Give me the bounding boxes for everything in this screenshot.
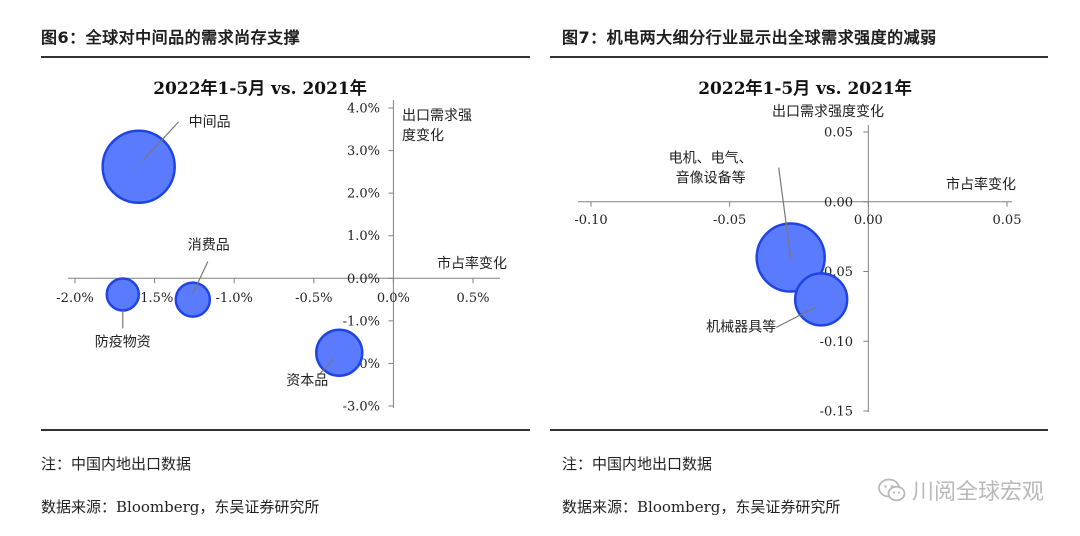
bubble xyxy=(174,281,212,318)
x-tick-label: -1.5% xyxy=(136,291,173,306)
chart-source: 数据来源：Bloomberg，东吴证券研究所 xyxy=(562,496,840,517)
chart-source: 数据来源：Bloomberg，东吴证券研究所 xyxy=(41,496,319,517)
chart-title: 2022年1-5月 vs. 2021年 xyxy=(153,78,367,99)
x-tick-label: -1.0% xyxy=(215,291,252,306)
chart-note: 注：中国内地出口数据 xyxy=(41,455,192,473)
left-figure-panel: 图6：全球对中间品的需求尚存支撑 2022年1-5月 vs. 2021年 -2.0… xyxy=(41,28,530,517)
x-axis-title: 市占率变化 xyxy=(437,255,507,272)
data-label: 电机、电气、 xyxy=(669,151,753,167)
x-tick-label: -0.05 xyxy=(713,213,746,228)
x-tick-label: 0.0% xyxy=(377,291,410,306)
data-label: 音像设备等 xyxy=(676,170,746,187)
y-tick-label: 0.00 xyxy=(824,195,853,210)
leader-line xyxy=(318,358,334,376)
x-tick-label: 0.00 xyxy=(854,213,883,228)
y-tick-label: 1.0% xyxy=(347,229,380,244)
x-tick-label: -2.0% xyxy=(56,291,93,306)
leader-line xyxy=(775,306,816,328)
leader-line xyxy=(778,167,792,258)
y-tick-label: 3.0% xyxy=(347,144,380,159)
bubble xyxy=(105,277,141,312)
bubble-chart-left: 2022年1-5月 vs. 2021年 -2.0% -1.5% -1.0% -0.5% 0… xyxy=(56,78,507,415)
top-rule xyxy=(41,56,530,58)
bubble xyxy=(793,272,849,327)
chart-note: 注：中国内地出口数据 xyxy=(562,455,713,473)
leader-line xyxy=(142,121,180,162)
y-tick-label: -0.15 xyxy=(820,405,853,420)
y-tick-label: -0.10 xyxy=(820,335,853,350)
bubble-chart-right: 2022年1-5月 vs. 2021年 -0.10 -0.05 0.00 0.05 0.0… xyxy=(574,78,1022,420)
y-tick-label: 0.0% xyxy=(347,272,380,287)
y-tick-label: -1.0% xyxy=(343,314,380,329)
x-tick-label: 0.5% xyxy=(456,291,489,306)
y-tick-label: 0.05 xyxy=(824,126,853,141)
y-axis-title: 出口需求强度变化 xyxy=(772,104,884,120)
x-axis-title: 市占率变化 xyxy=(946,176,1016,193)
y-axis-title: 度变化 xyxy=(402,128,444,144)
watermark: 川阅全球宏观 xyxy=(878,474,1044,506)
watermark-text: 川阅全球宏观 xyxy=(911,480,1044,505)
bubble xyxy=(315,328,364,378)
data-label: 防疫物资 xyxy=(95,334,151,350)
data-label: 中间品 xyxy=(189,115,231,131)
x-tick-label: -0.5% xyxy=(295,291,332,306)
data-label: 资本品 xyxy=(286,373,328,389)
source-main: Bloomberg，东吴证券研究所 xyxy=(116,498,320,516)
y-tick-label: 4.0% xyxy=(347,102,380,117)
wechat-icon xyxy=(878,478,906,502)
y-tick-label: -3.0% xyxy=(343,400,380,415)
source-main: Bloomberg，东吴证券研究所 xyxy=(637,498,841,516)
data-label: 消费品 xyxy=(188,238,230,254)
chart-title: 2022年1-5月 vs. 2021年 xyxy=(698,78,912,99)
x-tick-label: -0.10 xyxy=(574,213,607,228)
y-axis-title: 出口需求强 xyxy=(402,108,472,124)
leader-line xyxy=(192,261,209,294)
figure-title: 图7：机电两大细分行业显示出全球需求强度的减弱 xyxy=(562,28,937,47)
bubble xyxy=(101,129,176,204)
bottom-rule xyxy=(41,429,530,431)
data-label: 机械器具等 xyxy=(706,318,776,335)
figure-title: 图6：全球对中间品的需求尚存支撑 xyxy=(41,28,301,47)
y-tick-label: 2.0% xyxy=(347,187,380,202)
bottom-rule xyxy=(550,429,1048,431)
x-tick-label: 0.05 xyxy=(993,213,1022,228)
right-figure-panel: 图7：机电两大细分行业显示出全球需求强度的减弱 2022年1-5月 vs. 20… xyxy=(540,0,1080,536)
source-prefix: 数据来源： xyxy=(41,498,117,516)
top-rule xyxy=(550,56,1048,58)
source-prefix: 数据来源： xyxy=(562,498,638,516)
